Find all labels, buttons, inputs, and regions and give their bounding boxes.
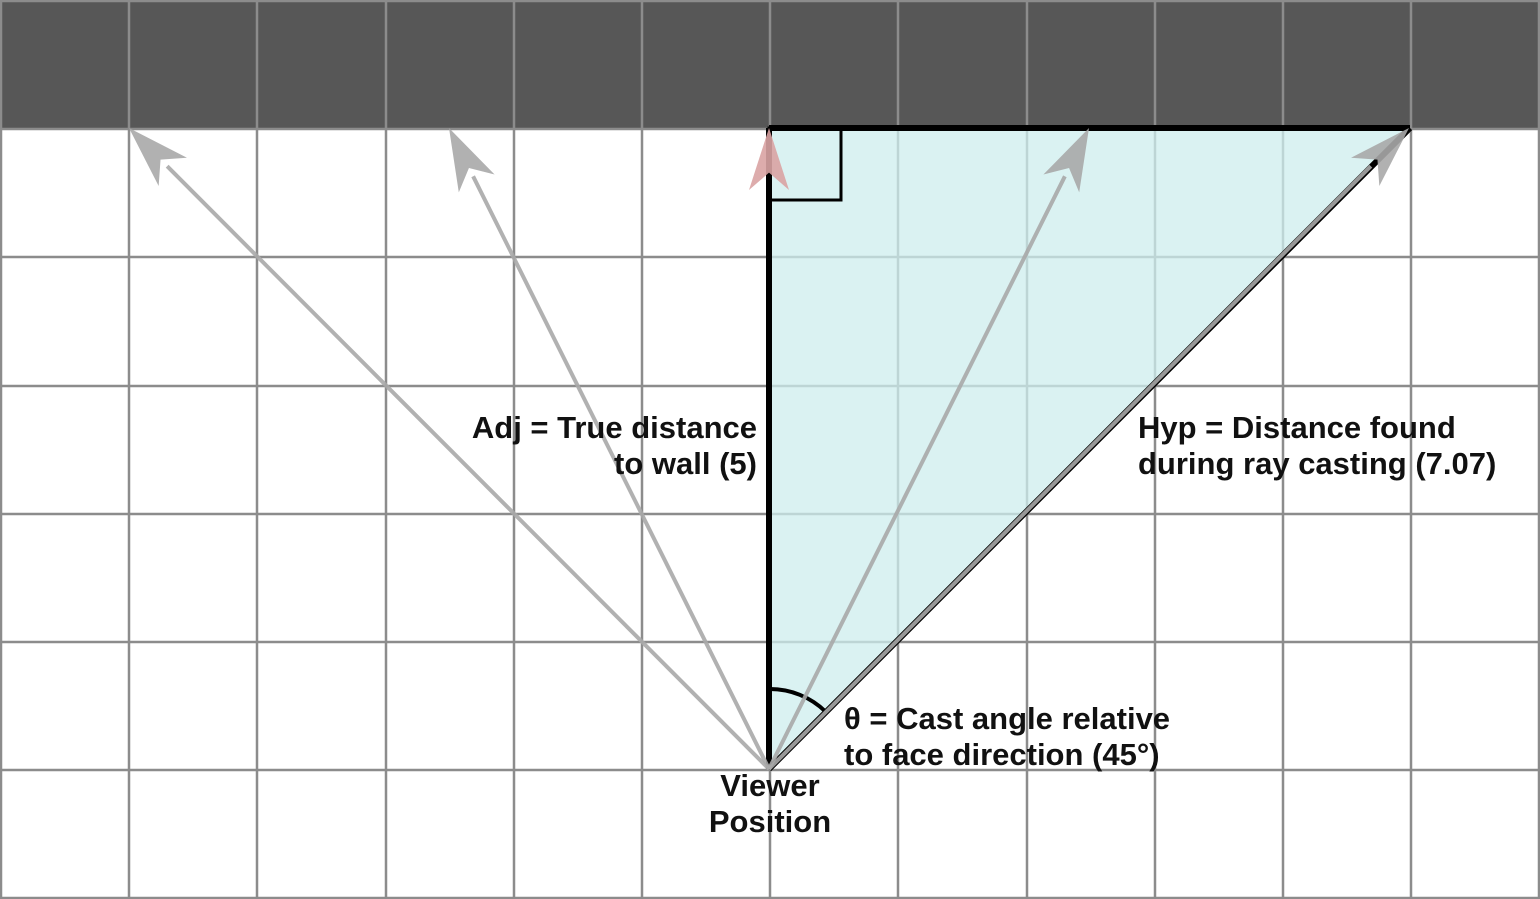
viewer-position-label: Viewer Position	[690, 768, 850, 840]
hypotenuse-label-line1: Hyp = Distance found	[1138, 410, 1456, 445]
ray-left-far-line	[165, 164, 771, 771]
theta-arc	[768, 686, 828, 714]
adjacent-label: Adj = True distance to wall (5)	[472, 410, 757, 482]
ray-right-far-line	[767, 164, 1373, 771]
viewer-label-line2: Position	[708, 804, 832, 839]
ray-center-arrowhead	[749, 128, 789, 190]
theta-label: θ = Cast angle relative to face directio…	[844, 701, 1170, 773]
hypotenuse-label-line2: during ray casting (7.07)	[1138, 446, 1497, 481]
adjacent-label-line2: to wall (5)	[614, 446, 757, 481]
ray-left-near-line	[471, 175, 771, 770]
ray-right-near	[767, 128, 1089, 770]
hypotenuse-label: Hyp = Distance found during ray casting …	[1138, 410, 1496, 482]
theta-label-line2: to face direction (45°)	[844, 737, 1160, 772]
ray-left-near-arrowhead	[449, 128, 495, 193]
ray-right-near-arrowhead	[1043, 128, 1089, 193]
viewer-label-line1: Viewer	[720, 768, 820, 803]
ray-left-far	[129, 128, 771, 771]
rays-overlay	[129, 128, 1409, 771]
adjacent-label-line1: Adj = True distance	[471, 410, 757, 445]
ray-center	[749, 128, 789, 190]
theta-label-line1: θ = Cast angle relative	[844, 701, 1171, 736]
ray-left-far-arrowhead	[129, 128, 187, 187]
ray-left-near	[449, 128, 771, 770]
ray-right-far-arrowhead	[1351, 128, 1409, 187]
ray-right-far	[767, 128, 1409, 771]
ray-right-near-line	[767, 175, 1067, 770]
